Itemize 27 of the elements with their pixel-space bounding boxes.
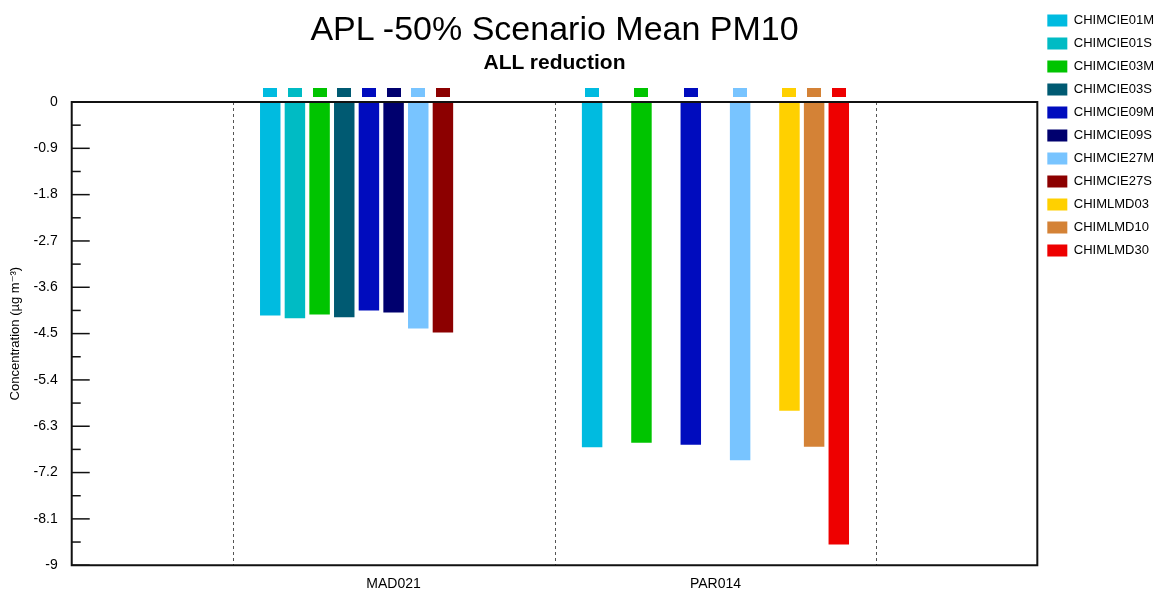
legend-label: CHIMCIE03M <box>1073 58 1155 74</box>
legend-label: CHIMLMD30 <box>1073 242 1149 258</box>
y-tick-label: -0.9 <box>33 139 58 156</box>
y-tick-label: -8.1 <box>33 509 58 526</box>
y-tick-label: -1.8 <box>33 185 58 202</box>
y-tick-label: -9 <box>45 556 58 573</box>
legend-label: CHIMCIE03S <box>1073 81 1153 97</box>
legend-label: CHIMLMD10 <box>1073 219 1149 235</box>
legend-label: CHIMCIE27M <box>1073 150 1155 166</box>
x-tick-label: MAD021 <box>366 575 422 592</box>
y-axis-title: Concentration (µg m⁻³) <box>7 266 23 401</box>
y-tick-label: -4.5 <box>33 324 58 341</box>
y-tick-label: -7.2 <box>33 463 58 480</box>
chart-title: APL -50% Scenario Mean PM10 <box>310 8 799 47</box>
legend-label: CHIMCIE09M <box>1073 104 1155 120</box>
y-tick-label: -3.6 <box>33 278 58 295</box>
legend-label: CHIMCIE01S <box>1073 35 1153 51</box>
chart-subtitle: ALL reduction <box>483 50 626 74</box>
y-tick-label: 0 <box>49 92 58 109</box>
legend-label: CHIMCIE27S <box>1073 173 1153 189</box>
y-tick-label: -6.3 <box>33 417 58 434</box>
legend-label: CHIMCIE09S <box>1073 127 1153 143</box>
legend-label: CHIMCIE01M <box>1073 12 1155 28</box>
y-tick-label: -2.7 <box>33 231 58 248</box>
x-tick-label: PAR014 <box>689 575 742 592</box>
legend-label: CHIMLMD03 <box>1073 196 1149 212</box>
y-tick-label: -5.4 <box>33 370 58 387</box>
